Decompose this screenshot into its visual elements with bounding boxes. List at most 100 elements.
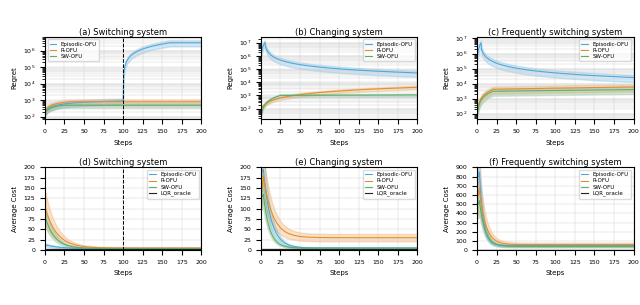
R-OFU <box>287 94 294 98</box>
Y-axis label: Average Cost: Average Cost <box>12 186 18 232</box>
Episodic-OFU <box>406 71 414 74</box>
LQR_oracle <box>264 247 272 251</box>
Episodic-OFU <box>42 110 49 114</box>
R-OFU <box>503 87 511 91</box>
Episodic-OFU <box>166 41 174 45</box>
SW-OFU <box>51 235 59 239</box>
Episodic-OFU <box>474 175 482 178</box>
LQR_oracle <box>483 248 491 251</box>
Episodic-OFU <box>191 41 198 45</box>
R-OFU <box>51 229 59 232</box>
SW-OFU <box>70 245 78 249</box>
R-OFU <box>474 193 482 197</box>
SW-OFU <box>198 103 205 107</box>
SW-OFU <box>265 224 273 228</box>
Episodic-OFU <box>189 247 197 251</box>
SW-OFU <box>481 228 489 231</box>
Episodic-OFU <box>184 247 192 251</box>
R-OFU <box>480 93 488 97</box>
LQR_oracle <box>198 247 205 251</box>
Episodic-OFU <box>413 71 421 75</box>
SW-OFU <box>60 103 67 107</box>
SW-OFU <box>476 199 483 202</box>
Line: SW-OFU: SW-OFU <box>262 194 417 248</box>
R-OFU <box>265 201 273 205</box>
R-OFU <box>476 188 483 191</box>
Episodic-OFU <box>42 243 49 247</box>
LQR_oracle <box>480 248 488 251</box>
SW-OFU <box>630 88 637 91</box>
LQR_oracle <box>83 247 91 251</box>
Episodic-OFU <box>484 235 492 239</box>
LQR_oracle <box>48 247 56 251</box>
Episodic-OFU <box>481 54 489 58</box>
SW-OFU <box>72 103 79 107</box>
Episodic-OFU <box>48 244 56 248</box>
R-OFU <box>630 85 637 89</box>
Episodic-OFU <box>287 244 295 248</box>
Episodic-OFU <box>265 51 273 55</box>
Episodic-OFU <box>401 71 409 74</box>
Y-axis label: Regret: Regret <box>444 66 449 89</box>
Episodic-OFU <box>504 244 511 247</box>
SW-OFU <box>268 233 276 236</box>
SW-OFU <box>474 109 482 113</box>
Episodic-OFU <box>51 245 59 249</box>
SW-OFU <box>474 202 482 206</box>
Title: (c) Frequently switching system: (c) Frequently switching system <box>488 27 623 37</box>
SW-OFU <box>406 246 414 250</box>
SW-OFU <box>198 247 205 250</box>
SW-OFU <box>484 235 492 239</box>
Episodic-OFU <box>630 76 637 79</box>
Y-axis label: Average Cost: Average Cost <box>444 186 450 232</box>
SW-OFU <box>401 246 409 250</box>
R-OFU <box>42 207 49 211</box>
R-OFU <box>189 246 197 250</box>
Y-axis label: Regret: Regret <box>11 66 17 89</box>
R-OFU <box>630 243 637 246</box>
LQR_oracle <box>616 248 624 251</box>
LQR_oracle <box>51 247 59 251</box>
SW-OFU <box>516 245 524 248</box>
Episodic-OFU <box>258 170 266 173</box>
R-OFU <box>401 236 409 239</box>
R-OFU <box>401 86 408 90</box>
Episodic-OFU <box>198 247 205 251</box>
Episodic-OFU <box>481 225 489 229</box>
Title: (d) Switching system: (d) Switching system <box>79 158 167 167</box>
Episodic-OFU <box>406 246 414 250</box>
Legend: Episodic-OFU, R-OFU, SW-OFU, LQR_oracle: Episodic-OFU, R-OFU, SW-OFU, LQR_oracle <box>579 170 631 199</box>
R-OFU <box>70 243 78 246</box>
SW-OFU <box>503 89 511 93</box>
Legend: Episodic-OFU, R-OFU, SW-OFU, LQR_oracle: Episodic-OFU, R-OFU, SW-OFU, LQR_oracle <box>363 170 415 199</box>
Line: SW-OFU: SW-OFU <box>45 218 202 249</box>
X-axis label: Steps: Steps <box>113 140 132 145</box>
Episodic-OFU <box>516 244 524 247</box>
Episodic-OFU <box>401 246 409 250</box>
X-axis label: Steps: Steps <box>330 270 349 276</box>
Episodic-OFU <box>623 244 630 247</box>
Line: Episodic-OFU: Episodic-OFU <box>262 169 417 248</box>
Episodic-OFU <box>504 65 511 68</box>
SW-OFU <box>630 245 637 248</box>
R-OFU <box>42 108 49 112</box>
Y-axis label: Regret: Regret <box>227 66 233 89</box>
Episodic-OFU <box>300 246 308 249</box>
R-OFU <box>198 246 205 250</box>
Episodic-OFU <box>474 52 482 55</box>
R-OFU <box>474 107 482 111</box>
SW-OFU <box>623 245 630 248</box>
LQR_oracle <box>406 247 413 251</box>
Title: (a) Switching system: (a) Switching system <box>79 27 167 37</box>
LQR_oracle <box>268 247 275 251</box>
LQR_oracle <box>258 247 266 251</box>
Line: R-OFU: R-OFU <box>45 209 202 248</box>
SW-OFU <box>287 94 294 97</box>
Legend: Episodic-OFU, R-OFU, SW-OFU, LQR_oracle: Episodic-OFU, R-OFU, SW-OFU, LQR_oracle <box>147 170 198 199</box>
SW-OFU <box>189 247 197 250</box>
LQR_oracle <box>300 247 307 251</box>
Episodic-OFU <box>51 104 59 107</box>
LQR_oracle <box>42 247 49 251</box>
SW-OFU <box>191 103 198 107</box>
Episodic-OFU <box>265 207 273 211</box>
